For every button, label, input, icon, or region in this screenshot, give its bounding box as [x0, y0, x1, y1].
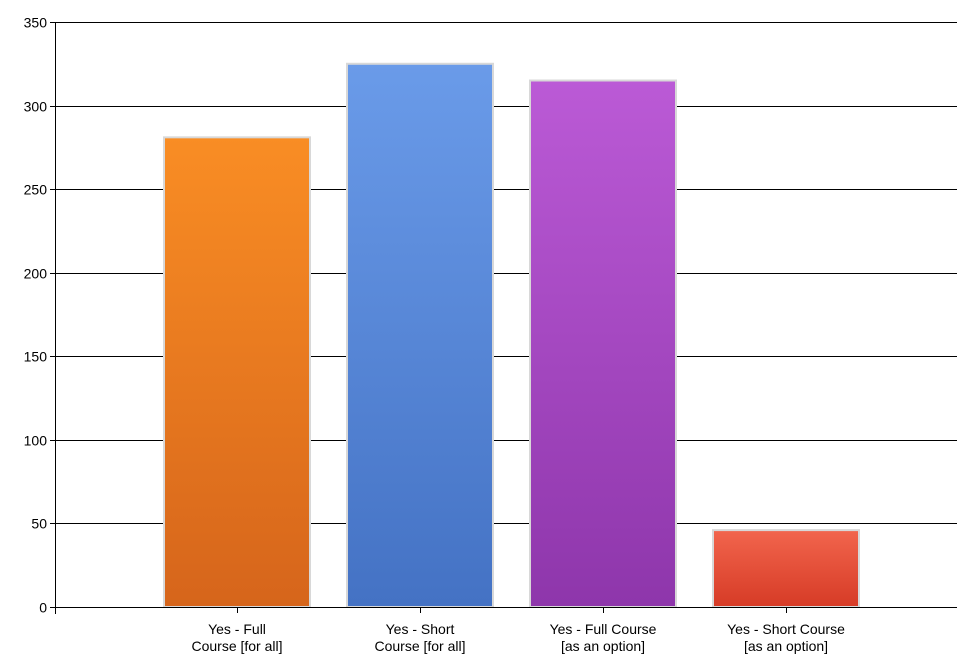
bar-3	[529, 79, 677, 608]
y-tick-labels: 0 50 100 150 200 250 300 350	[24, 15, 48, 616]
bar-2	[346, 62, 494, 609]
x-category-label: Yes - Full	[208, 621, 266, 637]
x-category-label: Yes - Short	[386, 621, 455, 637]
y-tick-label: 200	[24, 266, 48, 282]
y-tick-label: 250	[24, 182, 48, 198]
x-category-label: Yes - Full Course	[550, 621, 657, 637]
x-category-label: Course [for all]	[374, 638, 465, 654]
bar-1	[163, 136, 311, 608]
axes	[50, 22, 957, 614]
bar-4	[712, 529, 860, 608]
x-category-label: [as an option]	[744, 638, 828, 654]
bars	[163, 62, 860, 609]
y-tick-label: 0	[39, 600, 47, 616]
y-tick-label: 50	[31, 516, 47, 532]
y-tick-label: 100	[24, 433, 48, 449]
y-tick-label: 300	[24, 99, 48, 115]
y-tick-label: 350	[24, 15, 48, 31]
x-category-label: Course [for all]	[191, 638, 282, 654]
x-category-label: [as an option]	[561, 638, 645, 654]
y-tick-label: 150	[24, 349, 48, 365]
x-category-label: Yes - Short Course	[727, 621, 845, 637]
